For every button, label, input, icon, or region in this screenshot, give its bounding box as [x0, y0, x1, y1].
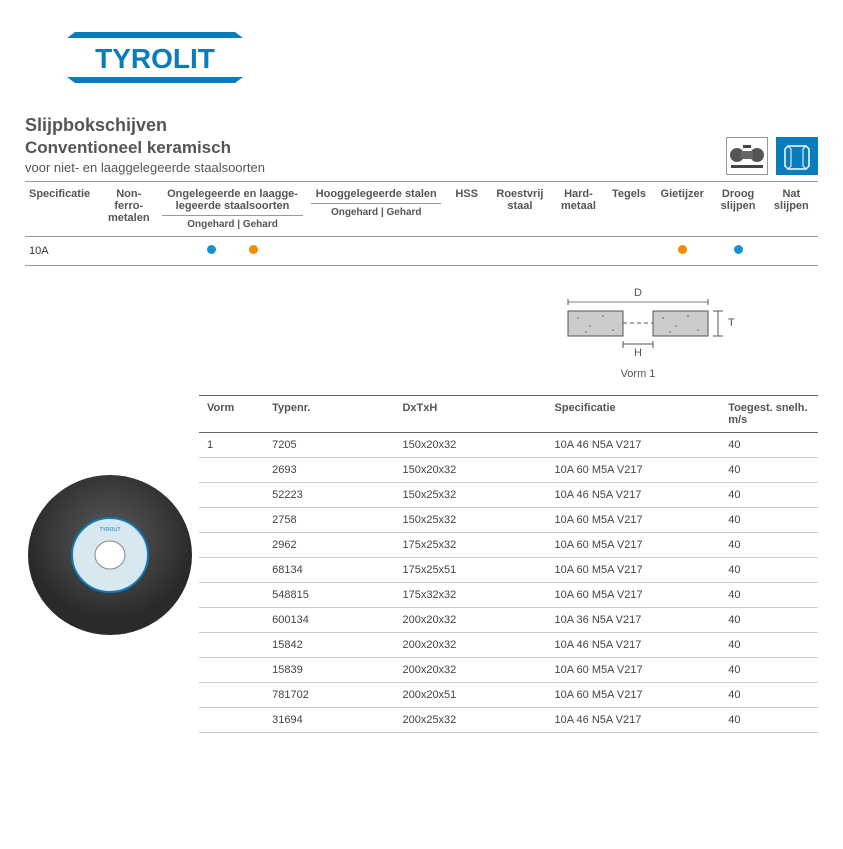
subtitle: voor niet- en laaggelegeerde staalsoorte…	[25, 160, 265, 175]
svg-text:H: H	[634, 347, 642, 359]
steel-icon	[776, 137, 818, 175]
orange-dot-icon	[678, 245, 687, 254]
table-row: 2962175x25x3210A 60 M5A V21740	[199, 533, 818, 558]
table-row: 17205150x20x3210A 46 N5A V21740	[199, 433, 818, 458]
suit-col-tiles: Tegels	[605, 182, 653, 237]
suitability-table: Specificatie Non-ferro-metalen Ongelegee…	[25, 181, 818, 266]
table-row: 31694200x25x3210A 46 N5A V21740	[199, 708, 818, 733]
title-line-2: Conventioneel keramisch	[25, 138, 265, 158]
title-line-1: Slijpbokschijven	[25, 115, 265, 136]
table-row: 52223150x25x3210A 46 N5A V21740	[199, 483, 818, 508]
svg-text:D: D	[634, 287, 642, 299]
svg-text:TYROLIT: TYROLIT	[99, 527, 120, 533]
col-dtxh: DxTxH	[394, 396, 546, 433]
suit-col-highalloy: Hooggelegeerde stalen Ongehard | Gehard	[307, 182, 445, 237]
table-row: 548815175x32x3210A 60 M5A V21740	[199, 583, 818, 608]
table-row: 68134175x25x5110A 60 M5A V21740	[199, 558, 818, 583]
products-table: Vorm Typenr. DxTxH Specificatie Toegest.…	[199, 395, 818, 733]
col-spec: Specificatie	[547, 396, 721, 433]
col-vorm: Vorm	[199, 396, 264, 433]
svg-text:T: T	[728, 317, 735, 329]
col-typenr: Typenr.	[264, 396, 394, 433]
product-image: TYROLIT	[25, 470, 195, 733]
blue-dot-icon	[207, 245, 216, 254]
blue-dot-icon	[734, 245, 743, 254]
table-row: 2693150x20x3210A 60 M5A V21740	[199, 458, 818, 483]
table-row: 15839200x20x3210A 60 M5A V21740	[199, 658, 818, 683]
suitability-row: 10A	[25, 237, 818, 266]
orange-dot-icon	[249, 245, 258, 254]
suit-col-castiron: Gietijzer	[653, 182, 712, 237]
suit-col-stainless: Roestvrij staal	[488, 182, 552, 237]
grinder-icon	[726, 137, 768, 175]
suit-col-nonferro: Non-ferro-metalen	[100, 182, 159, 237]
suit-col-spec: Specificatie	[25, 182, 100, 237]
suit-row-label: 10A	[25, 237, 100, 266]
table-row: 600134200x20x3210A 36 N5A V21740	[199, 608, 818, 633]
table-row: 781702200x20x5110A 60 M5A V21740	[199, 683, 818, 708]
logo-text: TYROLIT	[95, 43, 215, 74]
suit-col-hss: HSS	[445, 182, 488, 237]
header-icons	[726, 137, 818, 175]
shape-diagram: D H T Vorm 1	[25, 266, 818, 395]
suit-col-dry: Droog slijpen	[711, 182, 764, 237]
suit-col-lowalloy: Ongelegeerde en laagge-legeerde staalsoo…	[158, 182, 307, 237]
page-titles: Slijpbokschijven Conventioneel keramisch…	[25, 115, 265, 175]
suit-col-wet: Nat slijpen	[765, 182, 818, 237]
brand-logo: TYROLIT	[65, 30, 818, 85]
suit-col-hardmetal: Hard-metaal	[552, 182, 605, 237]
diagram-label: Vorm 1	[538, 368, 738, 380]
table-row: 15842200x20x3210A 46 N5A V21740	[199, 633, 818, 658]
col-speed: Toegest. snelh. m/s	[720, 396, 818, 433]
table-row: 2758150x25x3210A 60 M5A V21740	[199, 508, 818, 533]
